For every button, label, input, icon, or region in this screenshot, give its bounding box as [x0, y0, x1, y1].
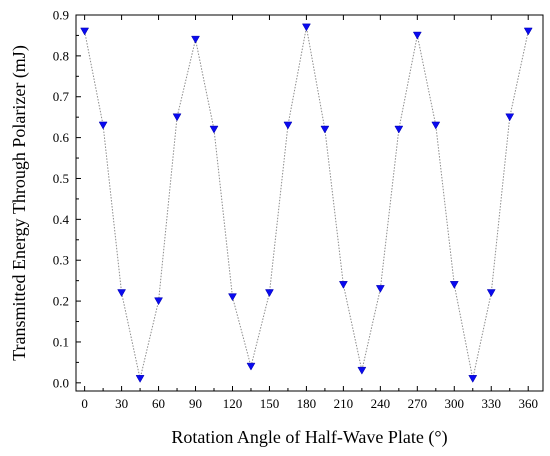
x-tick-label: 300 [445, 396, 465, 411]
y-tick-label: 0.3 [53, 253, 69, 268]
data-point [80, 27, 90, 36]
data-point [265, 289, 274, 298]
data-point [117, 289, 127, 298]
x-tick-label: 30 [115, 396, 128, 411]
data-point [320, 125, 330, 134]
data-point [338, 281, 348, 289]
y-tick-label: 0.0 [53, 375, 69, 390]
x-axis-title: Rotation Angle of Half-Wave Plate (°) [171, 427, 447, 448]
y-tick-label: 0.6 [53, 130, 70, 145]
y-tick-label: 0.1 [53, 334, 69, 349]
y-tick-label: 0.5 [53, 171, 69, 186]
data-point [191, 35, 200, 44]
data-point [209, 125, 219, 134]
data-point [468, 375, 478, 383]
y-tick-label: 0.8 [53, 48, 69, 63]
y-tick-label: 0.9 [53, 8, 69, 23]
x-tick-label: 270 [408, 396, 428, 411]
data-point [357, 366, 367, 375]
data-point [98, 121, 108, 130]
y-tick-label: 0.4 [53, 212, 70, 227]
data-point [431, 121, 441, 130]
x-tick-label: 150 [260, 396, 280, 411]
data-point [135, 375, 145, 383]
data-point [301, 23, 311, 32]
data-point [246, 362, 256, 371]
x-tick-label: 240 [371, 396, 391, 411]
series-path [84, 27, 529, 379]
data-point [228, 293, 237, 302]
plot-border [75, 14, 544, 392]
data-point [412, 31, 422, 40]
y-tick-label: 0.7 [53, 89, 70, 104]
data-point [375, 285, 385, 293]
data-point [449, 281, 459, 289]
data-point [154, 297, 163, 306]
data-point [283, 121, 293, 130]
data-point [486, 289, 496, 298]
data-point [394, 125, 404, 134]
x-tick-label: 330 [481, 396, 501, 411]
data-point [172, 113, 182, 122]
series-markers [80, 23, 533, 383]
y-axis: 0.0 0.1 0.2 0.3 0.4 0.5 0.6 0.7 0.8 0.9 [53, 8, 81, 390]
y-tick-label: 0.2 [53, 294, 69, 309]
x-tick-label: 0 [81, 396, 88, 411]
x-tick-label: 210 [334, 396, 354, 411]
data-point [523, 27, 533, 36]
x-tick-label: 360 [518, 396, 538, 411]
y-axis-title: Transmitted Energy Through Polarizer (mJ… [9, 45, 30, 361]
x-tick-label: 90 [189, 396, 202, 411]
data-point [505, 113, 515, 122]
x-tick-label: 60 [152, 396, 165, 411]
x-tick-label: 120 [223, 396, 243, 411]
x-axis: 0 30 60 90 120 150 180 210 240 270 300 330 360 [81, 15, 538, 411]
plot-frame [75, 14, 544, 392]
x-tick-label: 180 [297, 396, 317, 411]
series-line [84, 27, 529, 379]
